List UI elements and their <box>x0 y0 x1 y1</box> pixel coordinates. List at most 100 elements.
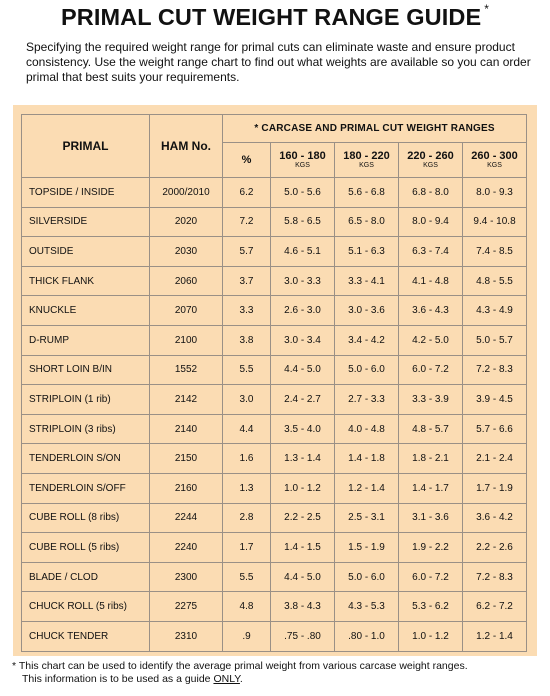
cell-percent: 5.5 <box>222 354 271 386</box>
cell-range-260-300: 5.7 - 6.6 <box>461 413 528 445</box>
title-asterisk: * <box>484 2 490 16</box>
cell-range-180-220: 5.1 - 6.3 <box>334 236 399 267</box>
cell-ham-no: 2030 <box>149 236 223 267</box>
table-row: D-RUMP 2100 3.8 3.0 - 3.4 3.4 - 4.2 4.2 - 5.0… <box>21 324 528 356</box>
cell-range-180-220: 5.0 - 6.0 <box>334 354 399 386</box>
cell-range-220-260: 1.8 - 2.1 <box>398 443 463 474</box>
header-range-180-220: 180 - 220 KGS <box>334 142 399 178</box>
cell-range-180-220: 3.0 - 3.6 <box>334 295 399 326</box>
footnote-line-1: * This chart can be used to identify the… <box>12 660 468 672</box>
cell-primal: TOPSIDE / INSIDE <box>21 177 150 208</box>
cell-range-260-300: 9.4 - 10.8 <box>461 206 528 238</box>
cell-percent: 5.5 <box>222 561 271 593</box>
table-row: CHUCK TENDER 2310.9.75 - .80.80 - 1.0 1.0 … <box>21 620 528 652</box>
cell-range-180-220: 3.4 - 4.2 <box>334 324 399 356</box>
cell-percent: 3.8 <box>222 324 271 356</box>
intro-paragraph: Specifying the required weight range for… <box>26 40 531 84</box>
header-range-160-180: 160 - 180 KGS <box>270 142 335 178</box>
cell-percent: 4.8 <box>222 591 271 622</box>
cell-range-220-260: 8.0 - 9.4 <box>398 206 463 238</box>
cell-range-160-180: 3.5 - 4.0 <box>270 413 335 445</box>
cell-percent: 1.7 <box>222 532 271 563</box>
cell-range-260-300: 1.2 - 1.4 <box>461 620 528 652</box>
header-range-220-260: 220 - 260 KGS <box>398 142 463 178</box>
cell-range-260-300: 5.0 - 5.7 <box>461 324 528 356</box>
cell-percent: 6.2 <box>222 177 271 208</box>
cell-range-220-260: 4.1 - 4.8 <box>398 265 463 297</box>
cell-percent: 4.4 <box>222 413 271 445</box>
cell-range-220-260: 6.0 - 7.2 <box>398 354 463 386</box>
cell-range-220-260: 5.3 - 6.2 <box>398 591 463 622</box>
footnote-emphasis: ONLY <box>213 673 240 685</box>
cell-range-220-260: 3.3 - 3.9 <box>398 384 463 415</box>
cell-range-260-300: 3.6 - 4.2 <box>461 502 528 534</box>
header-weight-ranges: * CARCASE AND PRIMAL CUT WEIGHT RANGES <box>221 114 528 143</box>
cell-range-160-180: 2.2 - 2.5 <box>270 502 335 534</box>
cell-ham-no: 1552 <box>149 354 223 386</box>
cell-range-180-220: 2.7 - 3.3 <box>334 384 399 415</box>
table-row: TOPSIDE / INSIDE 2000/2010 6.2 5.0 - 5.6 5.6… <box>21 177 528 208</box>
table-row: KNUCKLE 2070 3.3 2.6 - 3.0 3.0 - 3.6 3.6 - 4.… <box>21 295 528 326</box>
cell-range-160-180: .75 - .80 <box>270 620 335 652</box>
cell-range-180-220: 1.4 - 1.8 <box>334 443 399 474</box>
cell-range-160-180: 4.6 - 5.1 <box>270 236 335 267</box>
cell-range-160-180: 3.8 - 4.3 <box>270 591 335 622</box>
cell-ham-no: 2020 <box>149 206 223 238</box>
cell-primal: KNUCKLE <box>21 295 150 326</box>
cell-range-220-260: 1.0 - 1.2 <box>398 620 463 652</box>
cell-ham-no: 2142 <box>149 384 223 415</box>
cell-range-260-300: 6.2 - 7.2 <box>461 591 528 622</box>
table-row: OUTSIDE 2030 5.7 4.6 - 5.1 5.1 - 6.3 6.3 - 7.… <box>21 236 528 267</box>
cell-range-180-220: 6.5 - 8.0 <box>334 206 399 238</box>
cell-range-160-180: 3.0 - 3.4 <box>270 324 335 356</box>
cell-primal: D-RUMP <box>21 324 150 356</box>
weight-range-table: PRIMAL HAM No. * CARCASE AND PRIMAL CUT … <box>21 114 528 652</box>
table-row: SHORT LOIN B/IN 1552 5.5 4.4 - 5.0 5.0 - 6.0… <box>21 354 528 386</box>
cell-range-160-180: 3.0 - 3.3 <box>270 265 335 297</box>
cell-primal: TENDERLOIN S/ON <box>21 443 150 474</box>
page-title: PRIMAL CUT WEIGHT RANGE GUIDE * <box>0 2 550 31</box>
cell-range-160-180: 1.3 - 1.4 <box>270 443 335 474</box>
cell-range-180-220: 3.3 - 4.1 <box>334 265 399 297</box>
cell-range-180-220: 5.6 - 6.8 <box>334 177 399 208</box>
cell-range-260-300: 8.0 - 9.3 <box>461 177 528 208</box>
table-row: TENDERLOIN S/ON 2150 1.6 1.3 - 1.4 1.4 - 1.8… <box>21 443 528 474</box>
table-row: STRIPLOIN (1 rib) 2142 3.0 2.4 - 2.7 2.7 - 3… <box>21 384 528 415</box>
cell-range-160-180: 4.4 - 5.0 <box>270 561 335 593</box>
cell-range-160-180: 1.0 - 1.2 <box>270 472 335 504</box>
cell-ham-no: 2310 <box>149 620 223 652</box>
cell-primal: SILVERSIDE <box>21 206 150 238</box>
cell-primal: CHUCK ROLL (5 ribs) <box>21 591 150 622</box>
cell-primal: SHORT LOIN B/IN <box>21 354 150 386</box>
cell-ham-no: 2240 <box>149 532 223 563</box>
cell-range-260-300: 4.8 - 5.5 <box>461 265 528 297</box>
cell-ham-no: 2060 <box>149 265 223 297</box>
table-row: THICK FLANK 2060 3.7 3.0 - 3.3 3.3 - 4.1 4.1 … <box>21 265 528 297</box>
cell-range-160-180: 2.4 - 2.7 <box>270 384 335 415</box>
header-percent: % <box>222 142 271 178</box>
cell-range-220-260: 1.9 - 2.2 <box>398 532 463 563</box>
cell-ham-no: 2160 <box>149 472 223 504</box>
table-body: TOPSIDE / INSIDE 2000/2010 6.2 5.0 - 5.6 5.6… <box>21 177 528 652</box>
cell-range-220-260: 6.8 - 8.0 <box>398 177 463 208</box>
table-row: SILVERSIDE 2020 7.2 5.8 - 6.5 6.5 - 8.0 8.0 -… <box>21 206 528 238</box>
cell-range-220-260: 4.8 - 5.7 <box>398 413 463 445</box>
cell-percent: .9 <box>222 620 271 652</box>
cell-ham-no: 2300 <box>149 561 223 593</box>
cell-ham-no: 2275 <box>149 591 223 622</box>
cell-primal: BLADE / CLOD <box>21 561 150 593</box>
cell-primal: OUTSIDE <box>21 236 150 267</box>
cell-percent: 3.7 <box>222 265 271 297</box>
cell-range-260-300: 2.1 - 2.4 <box>461 443 528 474</box>
header-range-260-300: 260 - 300 KGS <box>461 142 528 178</box>
footnote: * This chart can be used to identify the… <box>12 660 542 686</box>
weight-range-panel: PRIMAL HAM No. * CARCASE AND PRIMAL CUT … <box>13 105 537 656</box>
cell-ham-no: 2000/2010 <box>149 177 223 208</box>
cell-primal: CHUCK TENDER <box>21 620 150 652</box>
cell-ham-no: 2150 <box>149 443 223 474</box>
cell-range-220-260: 6.0 - 7.2 <box>398 561 463 593</box>
cell-percent: 1.6 <box>222 443 271 474</box>
cell-range-180-220: 1.2 - 1.4 <box>334 472 399 504</box>
cell-range-180-220: 4.3 - 5.3 <box>334 591 399 622</box>
cell-range-220-260: 6.3 - 7.4 <box>398 236 463 267</box>
